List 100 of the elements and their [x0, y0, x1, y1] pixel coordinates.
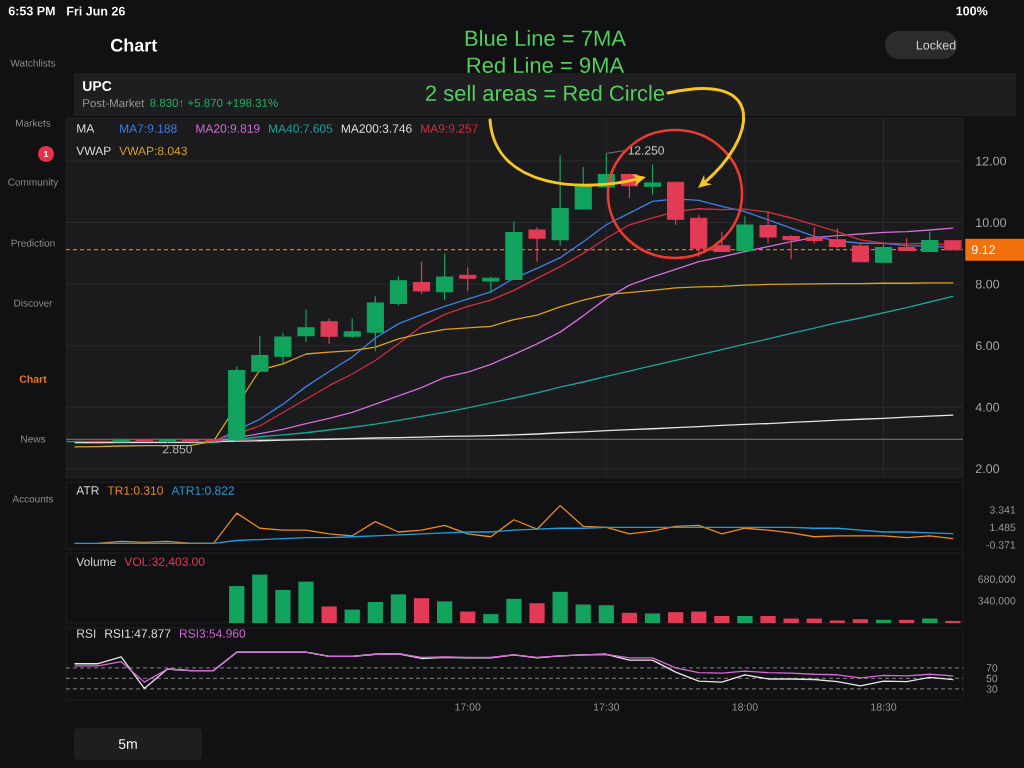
text: Red Line = 9MA: [467, 56, 625, 74]
text: Community: [8, 178, 59, 188]
candlestick: [274, 332, 292, 364]
text: Chart: [19, 375, 47, 383]
candlestick: [851, 242, 870, 263]
bar: [644, 613, 661, 623]
bar: [275, 589, 291, 623]
text: Prediction: [11, 239, 55, 247]
candlestick: [528, 226, 546, 263]
bar: [460, 611, 476, 623]
text: VWAP:8.043: [119, 146, 187, 156]
candlestick: [343, 318, 361, 339]
text: Chart: [111, 38, 158, 52]
bar: [552, 591, 568, 623]
y-tick-label: 30: [986, 685, 998, 693]
bar: [760, 616, 776, 623]
candlestick: [389, 275, 408, 307]
text: Discover: [14, 299, 53, 307]
text: 100%: [956, 6, 988, 16]
bar: [875, 619, 892, 623]
candlestick: [574, 166, 592, 210]
bar: [252, 574, 268, 623]
chart-title: ATR: [76, 486, 99, 495]
bar: [506, 598, 522, 623]
y-tick-label: 70: [986, 664, 998, 672]
annotation: VWAP: [76, 146, 111, 155]
candlestick: [320, 318, 338, 345]
y-tick-label: 680,000: [978, 575, 1016, 585]
text: 5m: [118, 739, 137, 749]
candlestick: [297, 309, 315, 343]
series-label: RSI3:54.960: [179, 629, 246, 638]
candlestick: [782, 234, 800, 260]
text: MA7:9.188: [120, 124, 177, 133]
legend-title: MA: [77, 124, 95, 133]
candlestick: [713, 231, 731, 253]
y-tick-label: 3.341: [989, 506, 1016, 514]
bar: [621, 612, 638, 623]
bar: [344, 609, 360, 623]
bar: [945, 620, 961, 623]
bar: [899, 619, 915, 623]
text: TR1:0.310: [107, 486, 163, 495]
bar: [367, 602, 383, 623]
bar: [668, 612, 684, 623]
bar: [737, 616, 753, 623]
y-tick-label: 50: [986, 674, 998, 683]
chart-subtitle: Post-Market: [83, 98, 145, 108]
text: Locked: [916, 40, 956, 50]
text: 1: [44, 150, 49, 158]
chart-title: RSI: [77, 629, 96, 638]
y-tick-label: -0.371: [986, 541, 1016, 549]
text: 8.830↑ +5.870 +198.31%: [150, 98, 278, 108]
text: 2 sell areas = Red Circle: [425, 84, 665, 102]
x-tick-label: 17:00: [455, 703, 481, 711]
x-tick-label: 17:30: [593, 703, 620, 711]
bar: [829, 620, 845, 623]
y-tick-label: 12.00: [976, 156, 1007, 166]
bar: [483, 614, 499, 623]
candlestick: [921, 231, 939, 253]
text: Watchlists: [10, 59, 56, 67]
y-tick-label: 8.00: [975, 279, 1000, 289]
text: 6:53 PM: [8, 6, 55, 16]
text: MA40:7.605: [269, 124, 333, 133]
bar: [413, 598, 430, 623]
bar: [714, 616, 730, 623]
text: MA200:3.746: [341, 124, 412, 133]
y-tick-label: 10.00: [976, 218, 1007, 228]
candlestick: [412, 261, 431, 295]
bar: [691, 611, 707, 623]
y-tick-label: 4.00: [975, 402, 1000, 412]
bar: [852, 619, 869, 623]
annotation: 2.850: [163, 444, 192, 454]
bar: [575, 604, 591, 623]
candlestick: [251, 335, 269, 372]
ref-line-label: 9.12: [971, 245, 995, 255]
bar: [598, 605, 614, 623]
bar: [321, 606, 337, 623]
x-tick-label: 18:00: [732, 703, 758, 711]
text: Fri Jun 26: [67, 6, 125, 16]
series-label: RSI1:47.877: [105, 629, 171, 638]
y-tick-label: 2.00: [975, 464, 1000, 474]
candlestick: [759, 210, 777, 244]
text: VOL:32,403.00: [124, 557, 205, 568]
candlestick: [828, 227, 846, 249]
y-tick-label: 1.485: [990, 523, 1016, 532]
text: ATR1:0.822: [171, 486, 234, 495]
line-series: [74, 414, 954, 444]
y-tick-label: 340,000: [978, 597, 1016, 606]
candlestick: [436, 252, 454, 301]
candlestick: [874, 242, 893, 263]
bar: [390, 594, 407, 623]
text: Blue Line = 7MA: [465, 29, 626, 47]
chart-title: Volume: [76, 557, 116, 567]
text: Markets: [16, 119, 51, 127]
text: News: [21, 435, 46, 443]
bar: [229, 586, 245, 623]
annotation: 12.250: [628, 146, 664, 155]
chart-title: UPC: [83, 81, 112, 91]
text: Accounts: [12, 495, 54, 503]
candlestick: [459, 266, 477, 292]
bar: [437, 601, 453, 623]
